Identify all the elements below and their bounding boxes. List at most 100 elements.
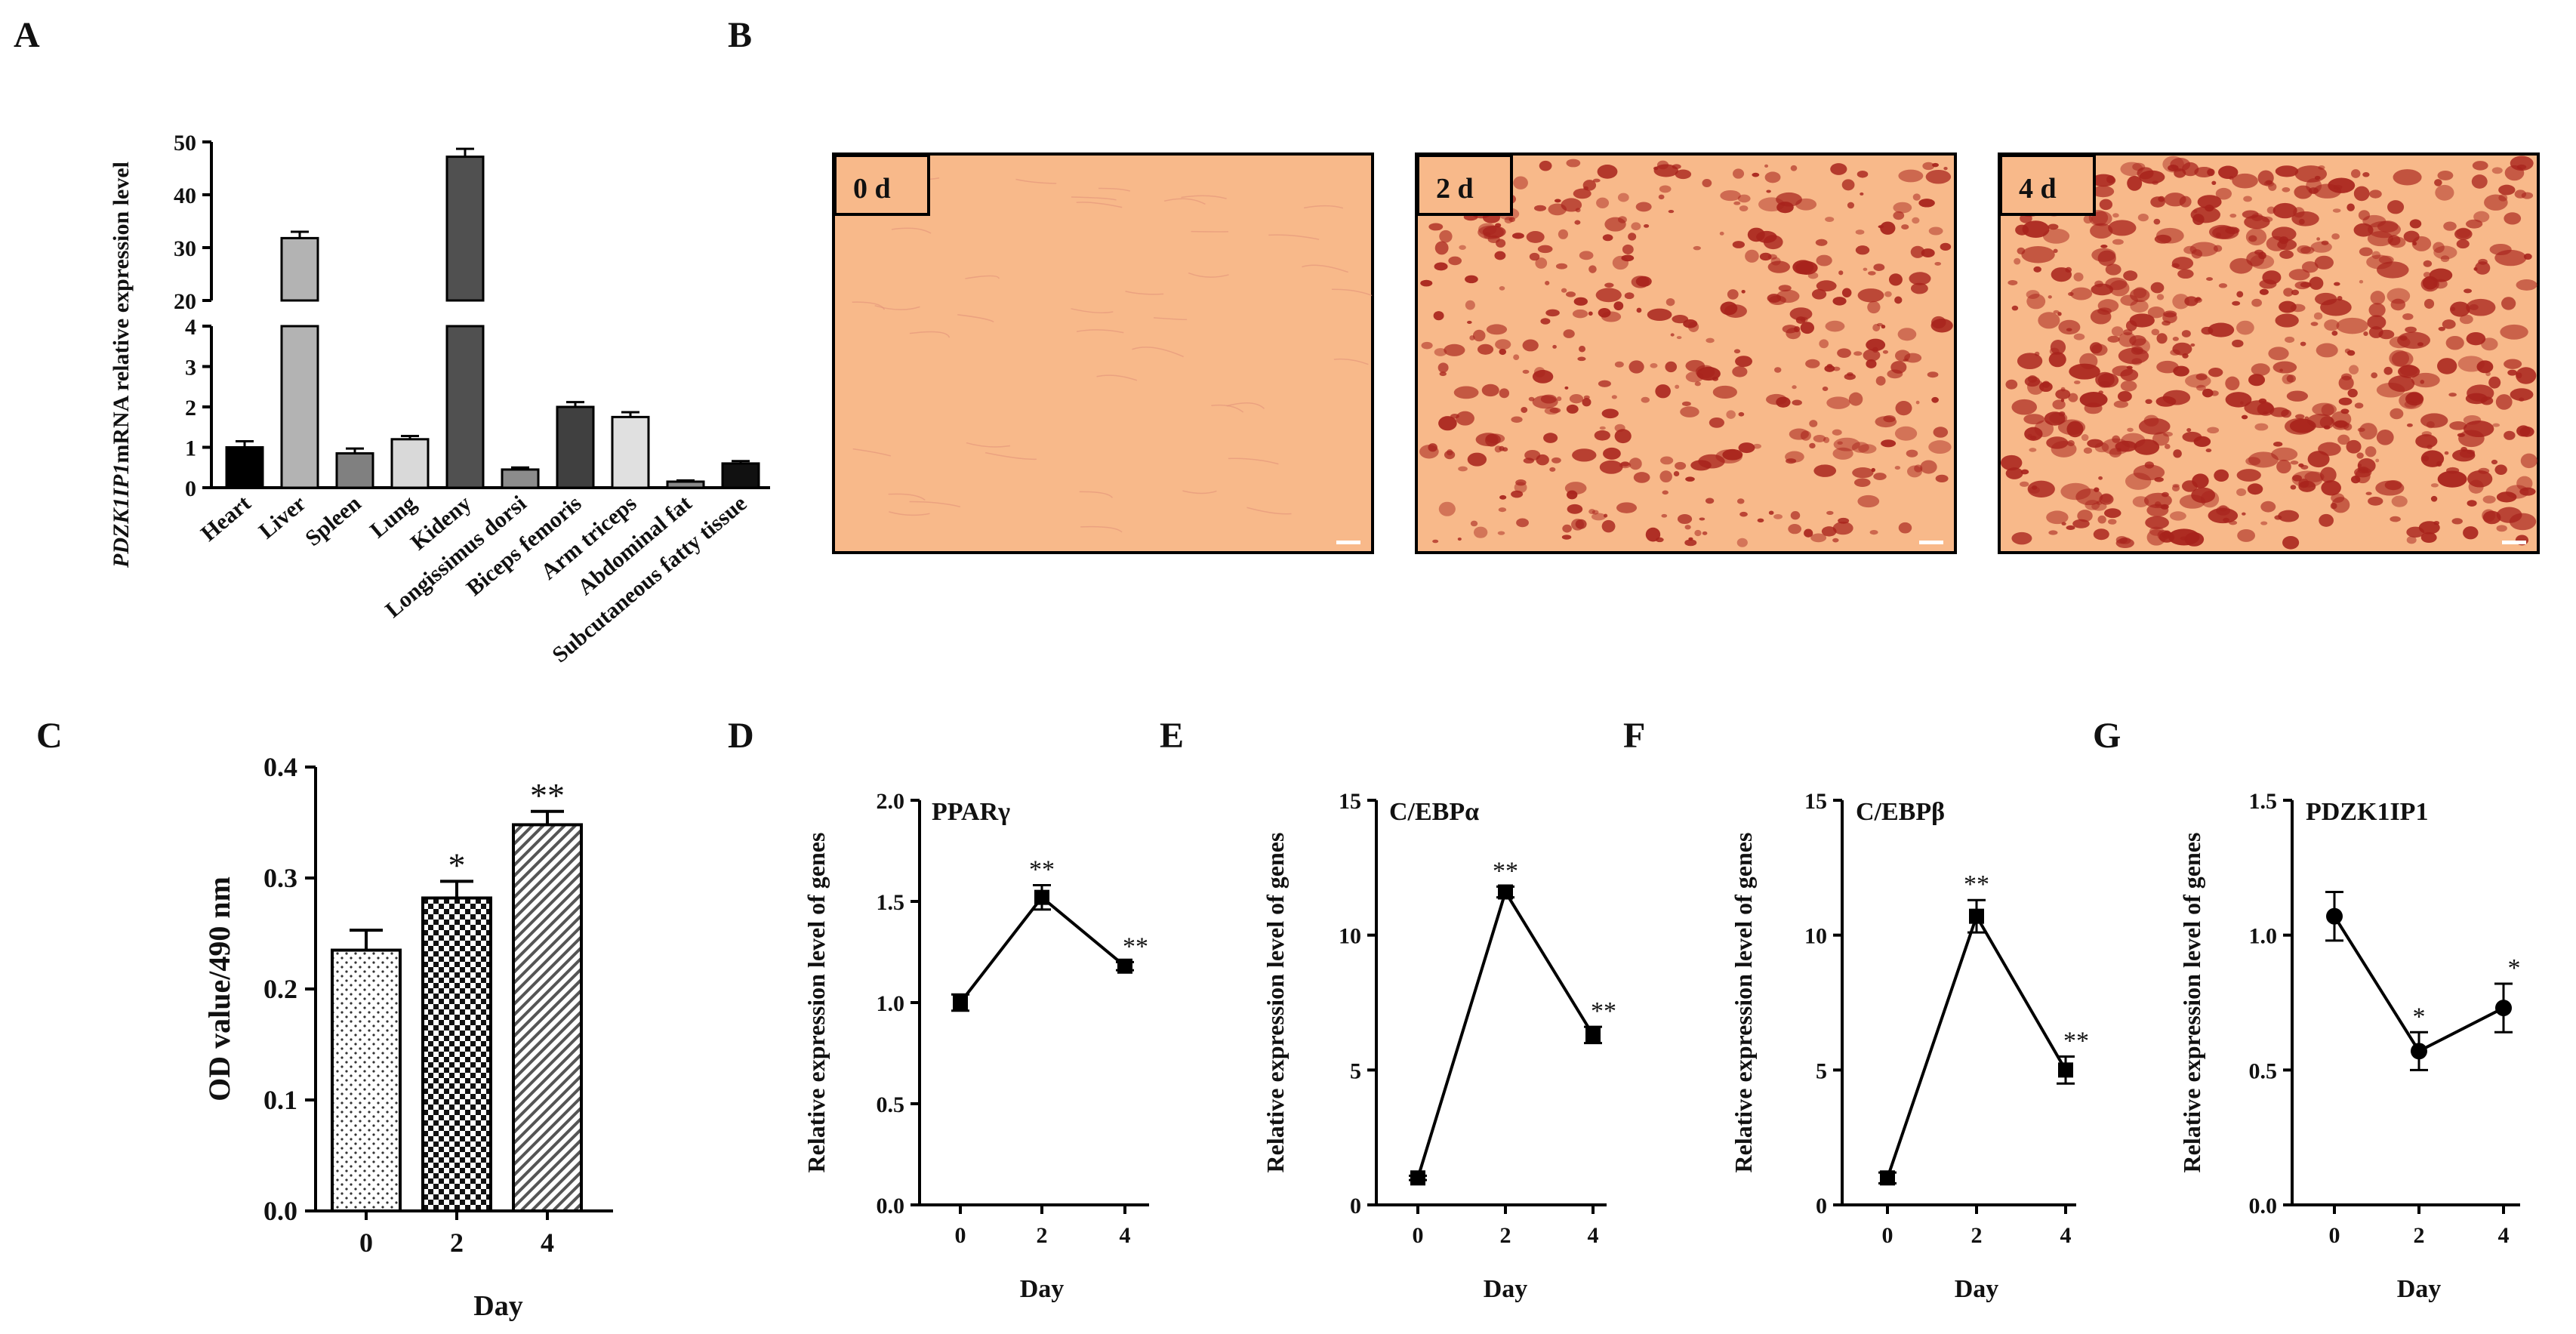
lipid-droplet xyxy=(2186,427,2192,433)
lipid-droplet xyxy=(2463,526,2479,540)
lipid-droplet xyxy=(1604,282,1614,288)
lipid-droplet xyxy=(1768,295,1786,305)
lipid-droplet xyxy=(2162,320,2171,326)
lipid-droplet xyxy=(1853,478,1871,487)
lipid-droplet xyxy=(1685,476,1695,482)
lipid-droplet xyxy=(2435,184,2454,201)
lipid-droplet xyxy=(2482,509,2496,522)
lipid-droplet xyxy=(2068,393,2078,402)
gene-label: PPARγ xyxy=(932,798,1010,826)
micrograph-frame xyxy=(832,153,1374,554)
lipid-droplet xyxy=(1922,162,1935,171)
lipid-droplet xyxy=(1459,245,1466,250)
lipid-droplet xyxy=(2430,483,2439,488)
lipid-droplet xyxy=(2254,423,2269,431)
x-tick-label: 0 xyxy=(2329,1223,2340,1248)
lipid-droplet xyxy=(1897,328,1917,341)
lipid-droplet xyxy=(2495,394,2513,410)
lipid-droplet xyxy=(2156,333,2168,344)
x-tick-label: 4 xyxy=(1120,1223,1131,1248)
lipid-droplet xyxy=(1815,239,1828,246)
lipid-droplet xyxy=(1832,538,1839,543)
lipid-droplet xyxy=(2472,161,2488,171)
lipid-droplet xyxy=(1832,447,1853,460)
lipid-droplet xyxy=(2444,451,2449,455)
x-axis-title: Day xyxy=(1955,1275,1999,1303)
lipid-droplet xyxy=(1672,164,1681,169)
lipid-droplet xyxy=(2189,242,2218,257)
lipid-droplet xyxy=(1857,171,1869,178)
lipid-droplet xyxy=(2101,438,2130,455)
x-axis-title: Day xyxy=(1484,1275,1528,1303)
lipid-droplet xyxy=(2150,282,2165,294)
lipid-droplet xyxy=(1778,285,1792,292)
lipid-droplet xyxy=(1934,261,1942,266)
lipid-droplet xyxy=(2482,495,2496,504)
cell-outline xyxy=(1163,198,1206,205)
lipid-droplet xyxy=(1499,445,1505,451)
cell-outline xyxy=(984,451,1037,461)
lipid-droplet xyxy=(2467,500,2477,507)
cell-outline xyxy=(957,314,994,323)
lipid-droplet xyxy=(2156,294,2165,300)
y-tick-label: 10 xyxy=(1804,924,1827,949)
lipid-droplet xyxy=(1915,400,1920,405)
lipid-droplet xyxy=(2268,182,2277,191)
lipid-droplet xyxy=(2304,471,2325,482)
y-tick-label: 1.5 xyxy=(877,890,905,915)
cell-outline xyxy=(1080,525,1123,533)
cell-outline xyxy=(1268,234,1320,240)
lipid-droplet xyxy=(1912,217,1920,224)
lipid-droplet xyxy=(2172,336,2179,341)
lipid-droplet xyxy=(2433,245,2457,260)
lipid-droplet xyxy=(2334,282,2340,286)
lipid-droplet xyxy=(2363,331,2368,337)
lipid-droplet xyxy=(1890,361,1907,374)
lipid-droplet xyxy=(2507,369,2517,376)
lipid-droplet xyxy=(2096,501,2103,505)
cell-outline xyxy=(1071,196,1117,201)
series-line xyxy=(1416,888,1595,1178)
x-tick-label: 0 xyxy=(359,1228,373,1258)
lipid-droplet xyxy=(2272,202,2297,219)
lipid-droplet xyxy=(2451,518,2463,525)
lipid-droplet xyxy=(2181,330,2191,337)
lipid-droplet xyxy=(1572,448,1597,462)
lipid-droplet xyxy=(2488,376,2501,389)
lipid-droplet xyxy=(1540,394,1557,404)
lipid-droplet xyxy=(1486,324,1508,335)
lipid-droplet xyxy=(2387,200,2405,214)
lipid-droplet xyxy=(1792,399,1802,406)
lipid-droplet xyxy=(2353,223,2374,237)
lipid-droplet xyxy=(1574,220,1581,225)
lipid-droplet xyxy=(2430,495,2438,502)
lipid-droplet xyxy=(1747,227,1765,242)
lipid-droplet xyxy=(1596,197,1610,209)
lipid-droplet xyxy=(2295,414,2305,419)
lipid-droplet xyxy=(2260,521,2268,525)
lipid-droplet xyxy=(2290,461,2299,465)
lipid-droplet xyxy=(1571,519,1585,531)
lipid-droplet xyxy=(1528,396,1535,402)
y-tick-label: 0.0 xyxy=(263,1196,297,1226)
lipid-droplet xyxy=(2248,235,2257,242)
lipid-droplet xyxy=(1822,386,1829,392)
bar xyxy=(666,480,705,489)
lipid-droplet xyxy=(2020,481,2029,487)
lipid-droplet xyxy=(1774,367,1782,373)
lipid-droplet xyxy=(1594,430,1610,441)
lipid-droplet xyxy=(2290,303,2306,313)
lipid-droplet xyxy=(1875,416,1897,428)
lipid-droplet xyxy=(1635,202,1652,212)
lipid-droplet xyxy=(1882,350,1889,354)
micrograph-day-4: 4 d xyxy=(1998,153,2540,554)
lipid-droplet xyxy=(1764,164,1769,168)
lipid-droplet xyxy=(1872,347,1878,353)
lipid-droplet xyxy=(1738,411,1745,417)
lipid-droplet xyxy=(1927,371,1939,378)
lipid-droplet xyxy=(2492,423,2501,427)
lipid-droplet xyxy=(1511,233,1524,239)
lipid-droplet xyxy=(1824,365,1835,372)
lipid-droplet xyxy=(2022,220,2050,239)
lipid-droplet xyxy=(2057,312,2062,316)
